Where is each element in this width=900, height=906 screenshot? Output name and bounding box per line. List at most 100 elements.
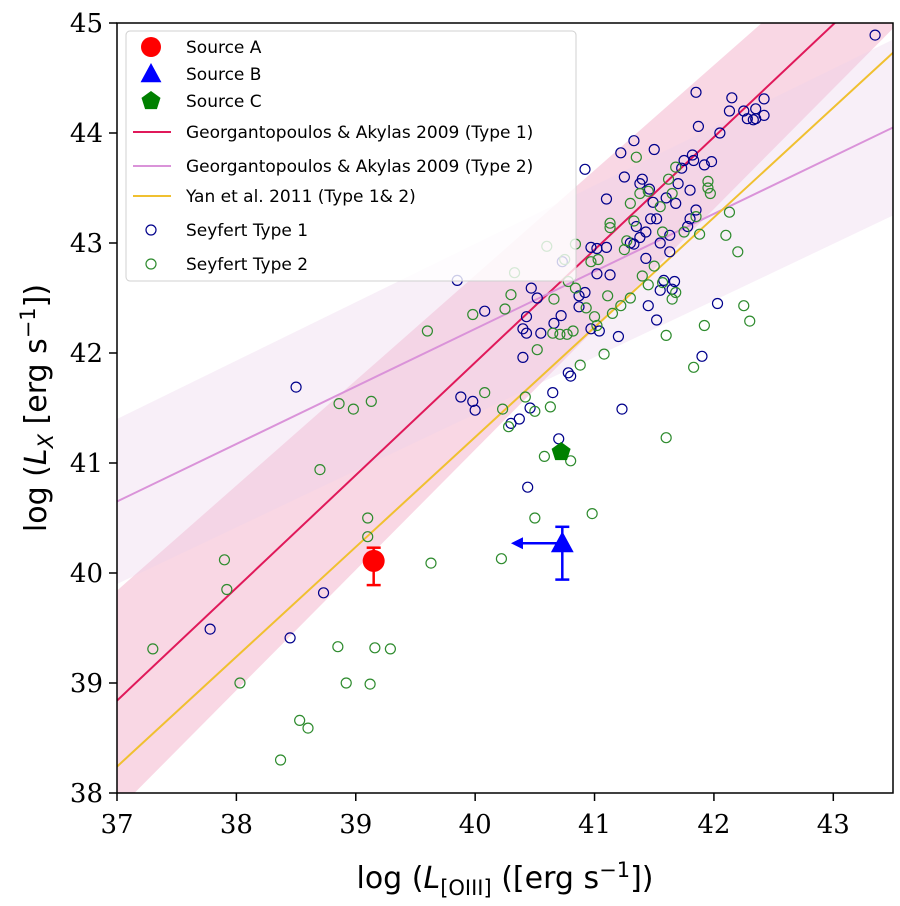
seyfert-type2-point <box>274 754 287 766</box>
x-tick-label: 43 <box>817 810 850 840</box>
legend-label: Seyfert Type 1 <box>186 221 308 241</box>
seyfert-type1-point <box>290 381 302 393</box>
seyfert-type2-point <box>218 554 231 566</box>
seyfert-type2-point <box>702 175 714 187</box>
y-tick-label: 38 <box>70 779 103 809</box>
seyfert-type2-point <box>580 302 592 314</box>
seyfert-type2-point <box>670 286 682 299</box>
seyfert-type2-point <box>502 421 515 433</box>
seyfert-type1-point <box>869 29 881 41</box>
source-c-marker <box>551 442 571 461</box>
x-tick-label: 42 <box>697 810 730 840</box>
seyfert-type2-point <box>497 403 509 415</box>
seyfert-type2-point <box>604 222 616 234</box>
plot-frame <box>116 22 894 794</box>
seyfert-type1-point <box>690 204 702 216</box>
seyfert-type1-point <box>651 314 663 326</box>
seyfert-type1-point <box>522 481 534 493</box>
seyfert-type2-point <box>302 722 314 734</box>
seyfert-type2-point <box>670 161 682 173</box>
seyfert-type2-point <box>634 187 646 200</box>
seyfert-type2-point <box>591 319 603 332</box>
x-axis-ticks: 37 38 39 40 41 42 43 <box>100 793 850 840</box>
seyfert-type1-point <box>640 252 652 264</box>
seyfert-type2-point <box>702 182 714 194</box>
seyfert-type2-point <box>467 308 479 321</box>
seyfert-type2-point <box>519 391 531 403</box>
legend-source-c-marker <box>141 91 161 110</box>
seyfert-type2-point <box>333 398 345 410</box>
seyfert-type1-point <box>604 269 616 281</box>
seyfert-type1-point <box>630 220 642 233</box>
seyfert-type1-point <box>684 213 696 225</box>
seyfert-type1-point <box>618 171 630 183</box>
seyfert-type2-point <box>720 229 732 241</box>
legend-label: Georgantopoulos & Akylas 2009 (Type 2) <box>186 157 533 177</box>
seyfert-type2-point <box>688 361 700 373</box>
seyfert-type2-point <box>648 260 660 272</box>
seyfert-type1-point <box>585 241 597 253</box>
legend-label: Yan et al. 2011 (Type 1& 2) <box>185 187 416 207</box>
seyfert-type1-point <box>455 391 467 403</box>
seyfert-type2-point <box>678 226 690 238</box>
legend-label: Georgantopoulos & Akylas 2009 (Type 1) <box>186 123 533 143</box>
x-tick-label: 41 <box>578 810 611 840</box>
seyfert-type2-point <box>666 187 678 200</box>
legend-box <box>125 30 577 282</box>
legend-source-a-marker <box>141 37 161 57</box>
seyfert-type1-point <box>525 282 537 294</box>
legend: Source A Source B Source C Georgantopoulos … <box>125 30 577 282</box>
seyfert-type1-point <box>682 220 694 233</box>
seyfert-type1-point <box>684 184 696 196</box>
seyfert-type2-point <box>642 279 654 291</box>
seyfert-type2-point <box>421 325 433 337</box>
seyfert-type2-point <box>606 307 619 319</box>
seyfert-type1-point <box>513 413 525 425</box>
seyfert-type2-point <box>704 187 716 200</box>
seyfert-type2-point <box>723 206 736 218</box>
seyfert-type2-point <box>479 387 491 399</box>
seyfert-type2-point <box>630 151 642 163</box>
legend-point-swatch <box>145 258 157 270</box>
confidence-band-1 <box>117 23 893 793</box>
seyfert-type1-point <box>600 241 613 253</box>
seyfert-type2-point <box>544 401 556 413</box>
legend-label: Source B <box>186 65 261 85</box>
seyfert-type2-point <box>147 643 159 655</box>
seyfert-type1-point <box>553 433 565 445</box>
fit-line-3 <box>117 51 893 768</box>
seyfert-type2-point <box>660 432 672 444</box>
seyfert-type1-point <box>672 178 684 190</box>
x-tick-label: 39 <box>339 810 372 840</box>
highlighted-sources <box>362 442 574 587</box>
seyfert-type2-point <box>384 643 396 655</box>
y-tick-label: 40 <box>70 559 103 589</box>
seyfert-type2-point <box>666 293 678 305</box>
seyfert-type2-point <box>221 583 233 596</box>
seyfert-type1-point <box>686 149 699 161</box>
y-tick-label: 44 <box>70 119 103 149</box>
seyfert-type1-point <box>658 274 670 286</box>
seyfert-type2-point <box>548 293 560 305</box>
seyfert-type2-point <box>314 464 326 476</box>
legend-label: Source C <box>186 92 262 112</box>
seyfert-type1-point <box>555 310 567 322</box>
legend-label: Seyfert Type 2 <box>186 255 308 275</box>
seyfert-type2-point <box>662 173 675 185</box>
seyfert-type1-point <box>479 305 491 317</box>
seyfert-type1-point <box>642 300 654 312</box>
seyfert-type2-point <box>586 507 598 520</box>
seyfert-type2-point <box>567 325 579 337</box>
seyfert-type1-point <box>711 297 724 310</box>
legend-source-b-marker <box>140 63 162 83</box>
seyfert-type2-point <box>585 256 597 268</box>
confidence-band-2 <box>117 39 893 584</box>
seyfert-type1-point <box>664 246 676 258</box>
x-tick-label: 38 <box>220 810 253 840</box>
seyfert-type1-point <box>562 367 574 379</box>
x-tick-label: 40 <box>459 810 492 840</box>
seyfert-type2-point <box>362 512 374 524</box>
seyfert-type1-point <box>651 213 663 225</box>
seyfert-type2-point <box>369 642 381 654</box>
